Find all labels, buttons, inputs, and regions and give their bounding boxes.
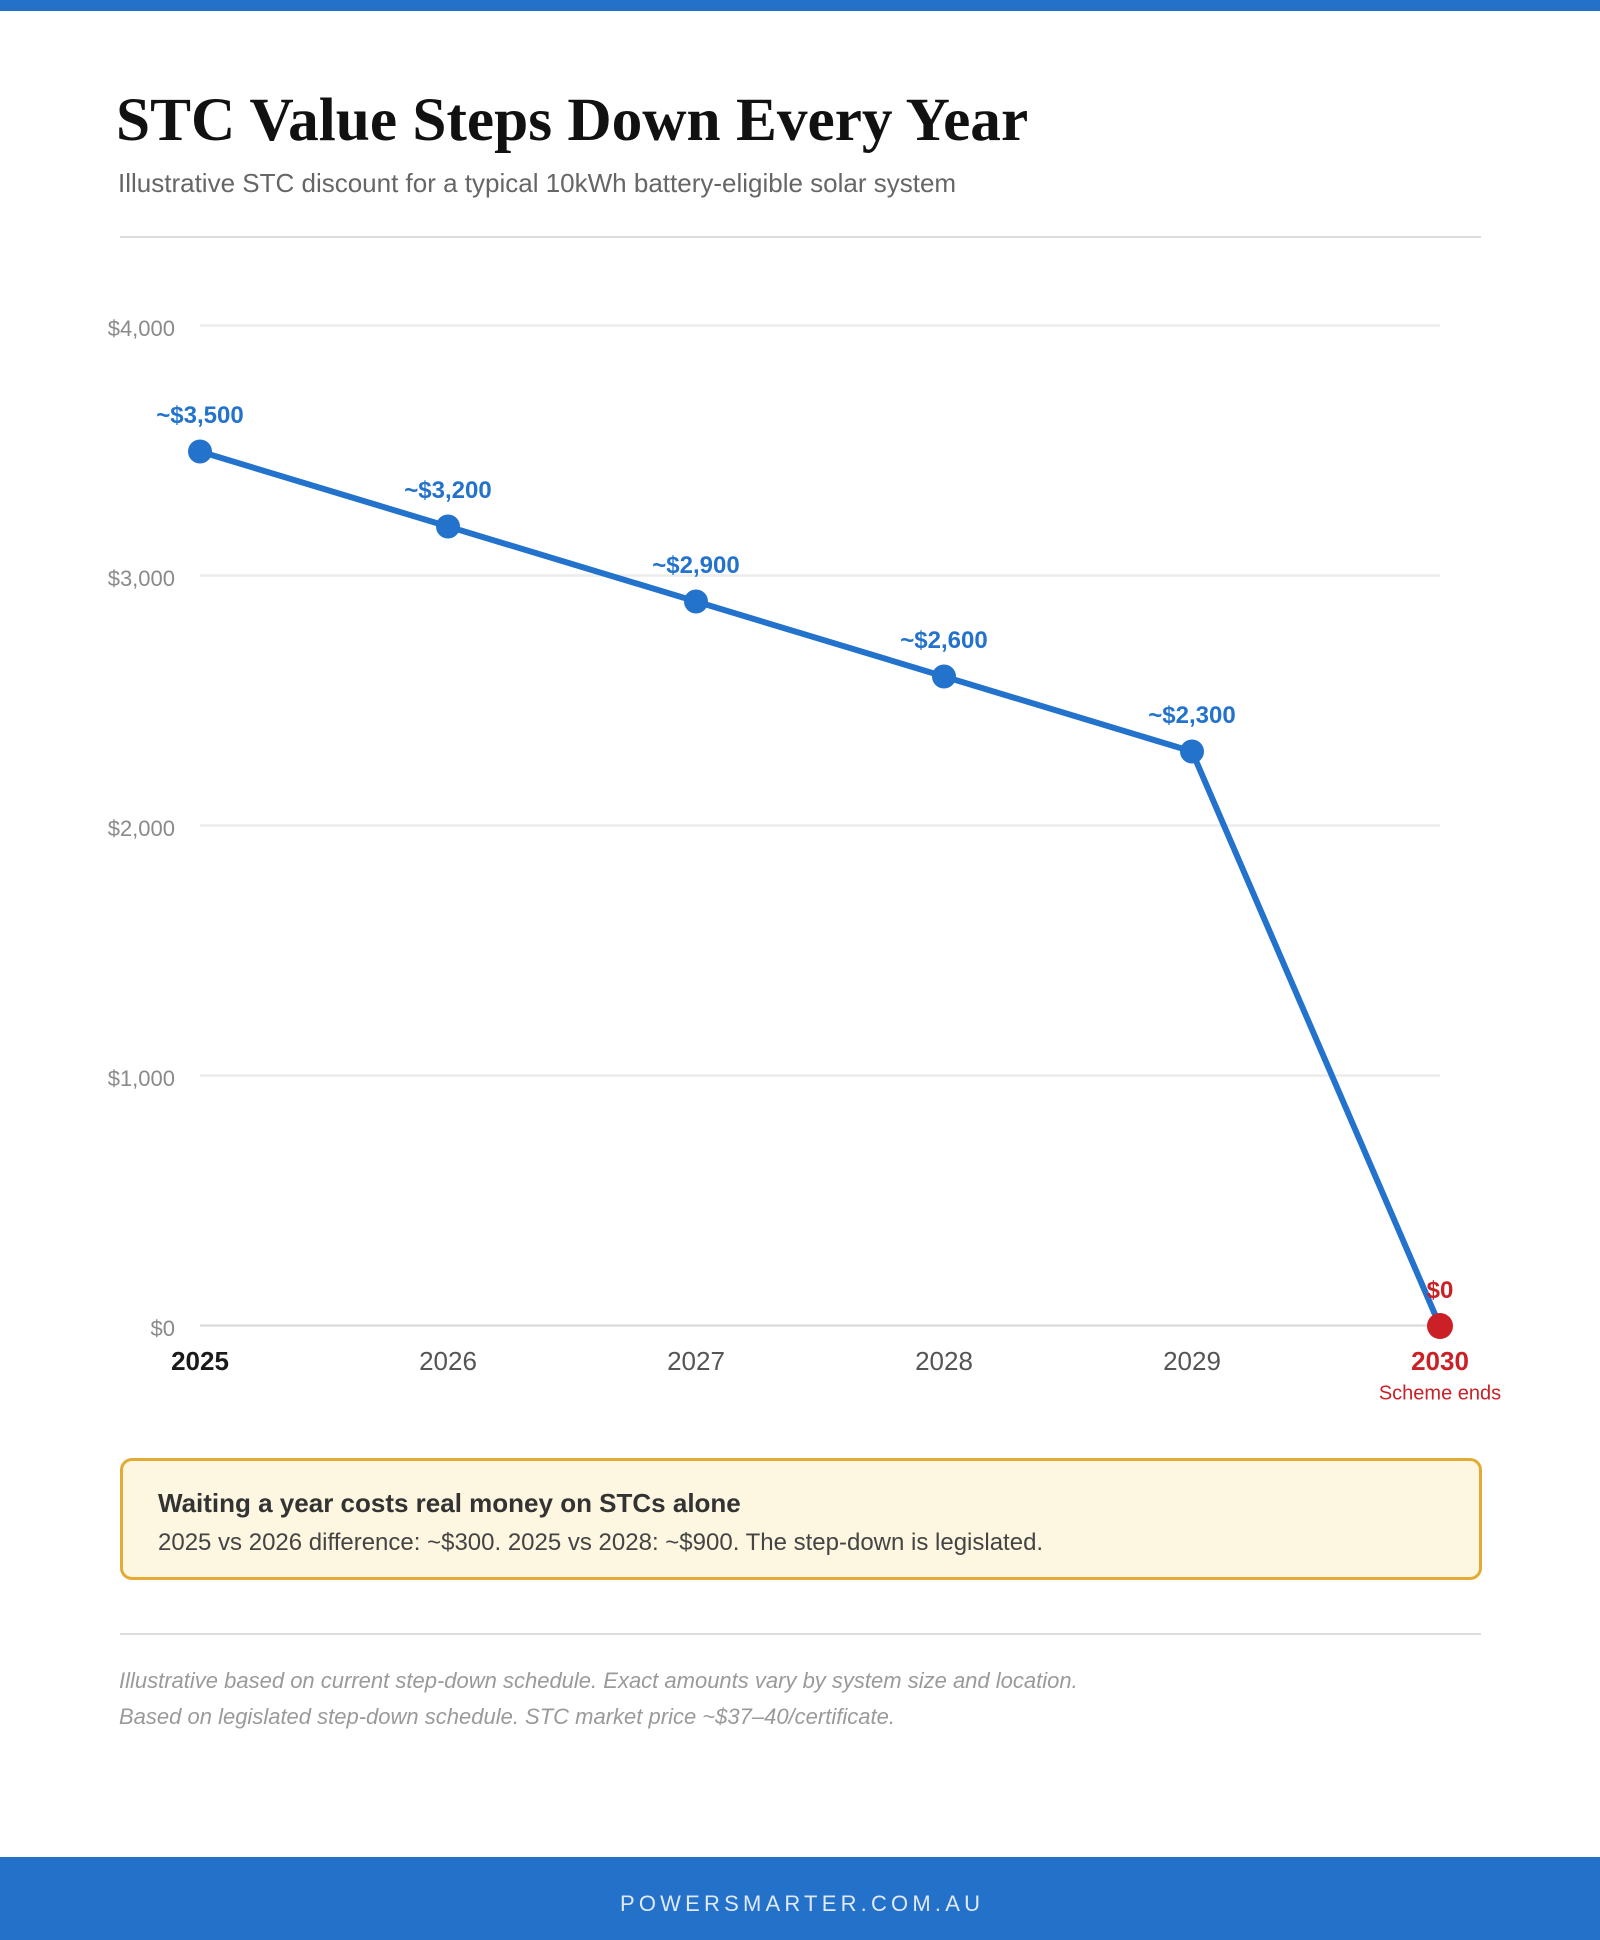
svg-text:$0: $0 <box>151 1316 175 1341</box>
svg-text:2030: 2030 <box>1411 1346 1469 1376</box>
svg-text:2029: 2029 <box>1163 1346 1221 1376</box>
svg-text:$4,000: $4,000 <box>108 316 175 341</box>
svg-text:2026: 2026 <box>419 1346 477 1376</box>
svg-text:2027: 2027 <box>667 1346 725 1376</box>
svg-text:$0: $0 <box>1427 1277 1454 1304</box>
svg-text:2025: 2025 <box>171 1346 229 1376</box>
svg-text:2028: 2028 <box>915 1346 973 1376</box>
svg-text:~$2,900: ~$2,900 <box>652 552 739 579</box>
svg-text:$1,000: $1,000 <box>108 1066 175 1091</box>
svg-text:~$3,500: ~$3,500 <box>156 402 243 429</box>
svg-text:$2,000: $2,000 <box>108 816 175 841</box>
svg-text:~$3,200: ~$3,200 <box>404 477 491 504</box>
svg-text:~$2,600: ~$2,600 <box>900 627 987 654</box>
svg-text:~$2,300: ~$2,300 <box>1148 702 1235 729</box>
svg-text:Scheme ends: Scheme ends <box>1379 1383 1501 1405</box>
svg-text:$3,000: $3,000 <box>108 566 175 591</box>
